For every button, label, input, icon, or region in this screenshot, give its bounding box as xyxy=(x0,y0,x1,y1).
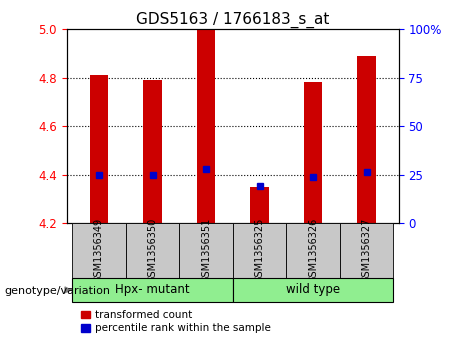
Bar xyxy=(72,278,233,302)
Bar xyxy=(72,223,126,278)
Bar xyxy=(143,80,162,223)
Bar xyxy=(357,56,376,223)
Legend: transformed count, percentile rank within the sample: transformed count, percentile rank withi… xyxy=(81,310,271,333)
Bar xyxy=(304,82,323,223)
Bar xyxy=(197,29,215,223)
Bar xyxy=(340,223,393,278)
Text: GSM1356327: GSM1356327 xyxy=(361,218,372,283)
Text: genotype/variation: genotype/variation xyxy=(5,286,111,297)
Text: wild type: wild type xyxy=(286,284,340,296)
Text: GSM1356351: GSM1356351 xyxy=(201,218,211,283)
Bar xyxy=(179,223,233,278)
Text: Hpx- mutant: Hpx- mutant xyxy=(115,284,190,296)
Text: GSM1356326: GSM1356326 xyxy=(308,218,318,283)
Text: GSM1356349: GSM1356349 xyxy=(94,218,104,283)
Bar xyxy=(89,75,108,223)
Bar xyxy=(126,223,179,278)
Bar xyxy=(286,223,340,278)
Title: GDS5163 / 1766183_s_at: GDS5163 / 1766183_s_at xyxy=(136,12,330,28)
Bar xyxy=(250,187,269,223)
Bar xyxy=(233,278,393,302)
Text: GSM1356350: GSM1356350 xyxy=(148,218,158,283)
Bar xyxy=(233,223,286,278)
Text: GSM1356325: GSM1356325 xyxy=(254,218,265,283)
